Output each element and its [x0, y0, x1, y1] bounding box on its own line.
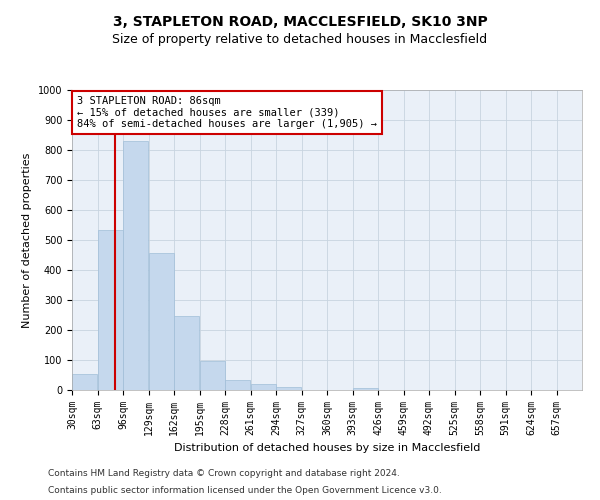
Bar — [174, 316, 199, 390]
Bar — [251, 384, 276, 390]
X-axis label: Distribution of detached houses by size in Macclesfield: Distribution of detached houses by size … — [174, 444, 480, 454]
Bar — [276, 387, 301, 390]
Text: Contains public sector information licensed under the Open Government Licence v3: Contains public sector information licen… — [48, 486, 442, 495]
Bar — [72, 374, 97, 390]
Bar — [149, 253, 174, 390]
Text: Contains HM Land Registry data © Crown copyright and database right 2024.: Contains HM Land Registry data © Crown c… — [48, 468, 400, 477]
Bar — [200, 361, 225, 390]
Bar — [123, 141, 148, 390]
Y-axis label: Number of detached properties: Number of detached properties — [22, 152, 32, 328]
Text: 3 STAPLETON ROAD: 86sqm
← 15% of detached houses are smaller (339)
84% of semi-d: 3 STAPLETON ROAD: 86sqm ← 15% of detache… — [77, 96, 377, 129]
Text: Size of property relative to detached houses in Macclesfield: Size of property relative to detached ho… — [112, 32, 488, 46]
Text: 3, STAPLETON ROAD, MACCLESFIELD, SK10 3NP: 3, STAPLETON ROAD, MACCLESFIELD, SK10 3N… — [113, 15, 487, 29]
Bar — [225, 380, 250, 390]
Bar — [98, 230, 123, 390]
Bar — [353, 388, 378, 390]
